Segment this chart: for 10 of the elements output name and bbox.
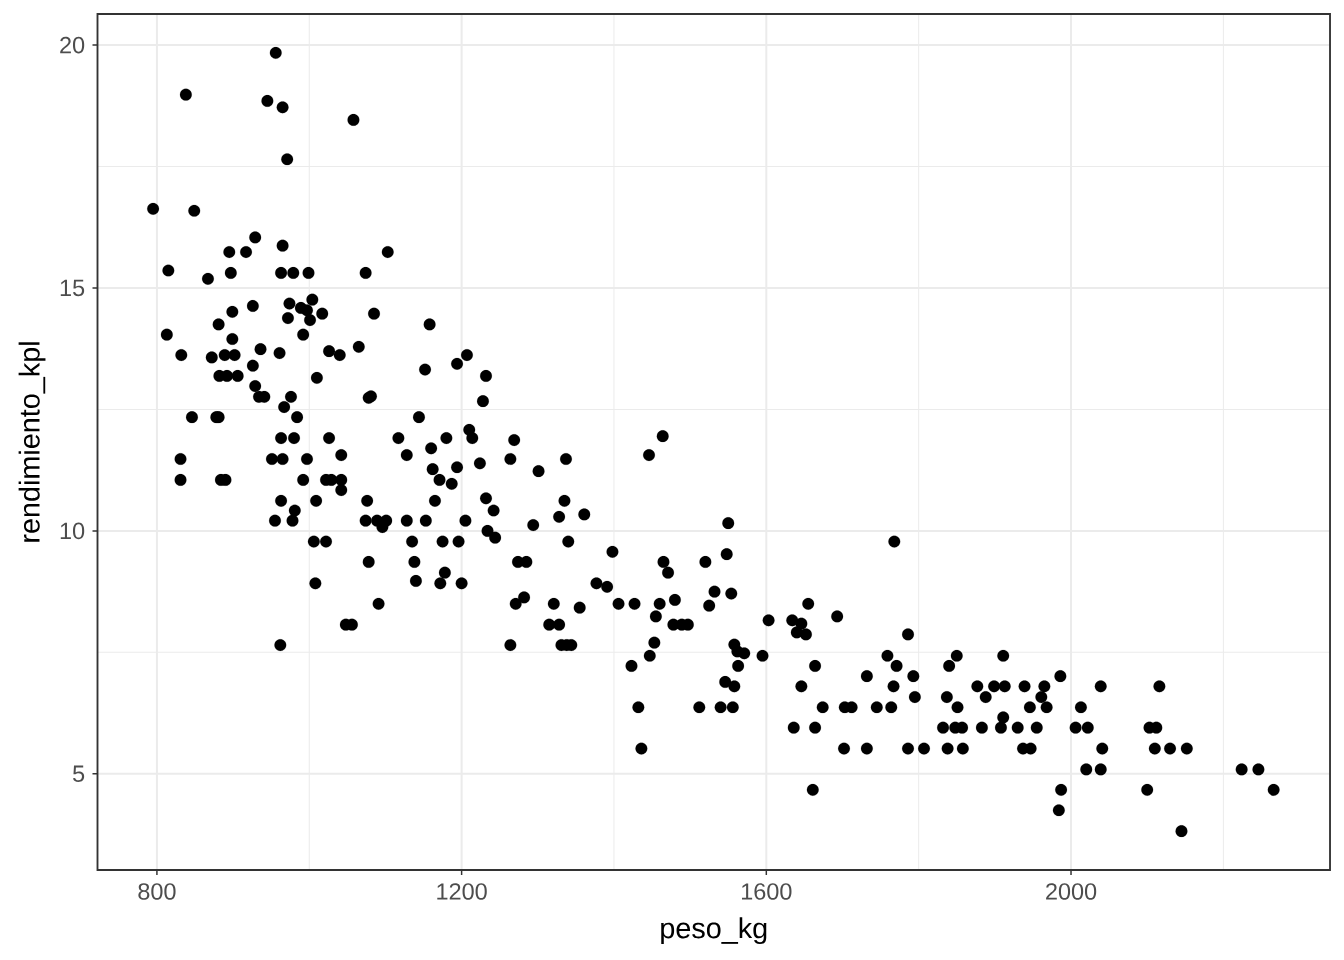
y-axis-title: rendimiento_kpl — [18, 342, 46, 542]
y-tick-label: 10 — [60, 522, 85, 540]
y-tick-label: 15 — [60, 279, 85, 297]
y-tick-label: 20 — [60, 36, 85, 54]
x-tick-label: 800 — [138, 883, 176, 900]
y-tick-label: 5 — [73, 765, 85, 782]
x-axis-title: peso_kg — [661, 917, 767, 945]
x-tick-label: 2000 — [1046, 883, 1097, 900]
x-tick-label: 1600 — [742, 883, 792, 900]
x-tick-label: 1200 — [437, 883, 487, 900]
